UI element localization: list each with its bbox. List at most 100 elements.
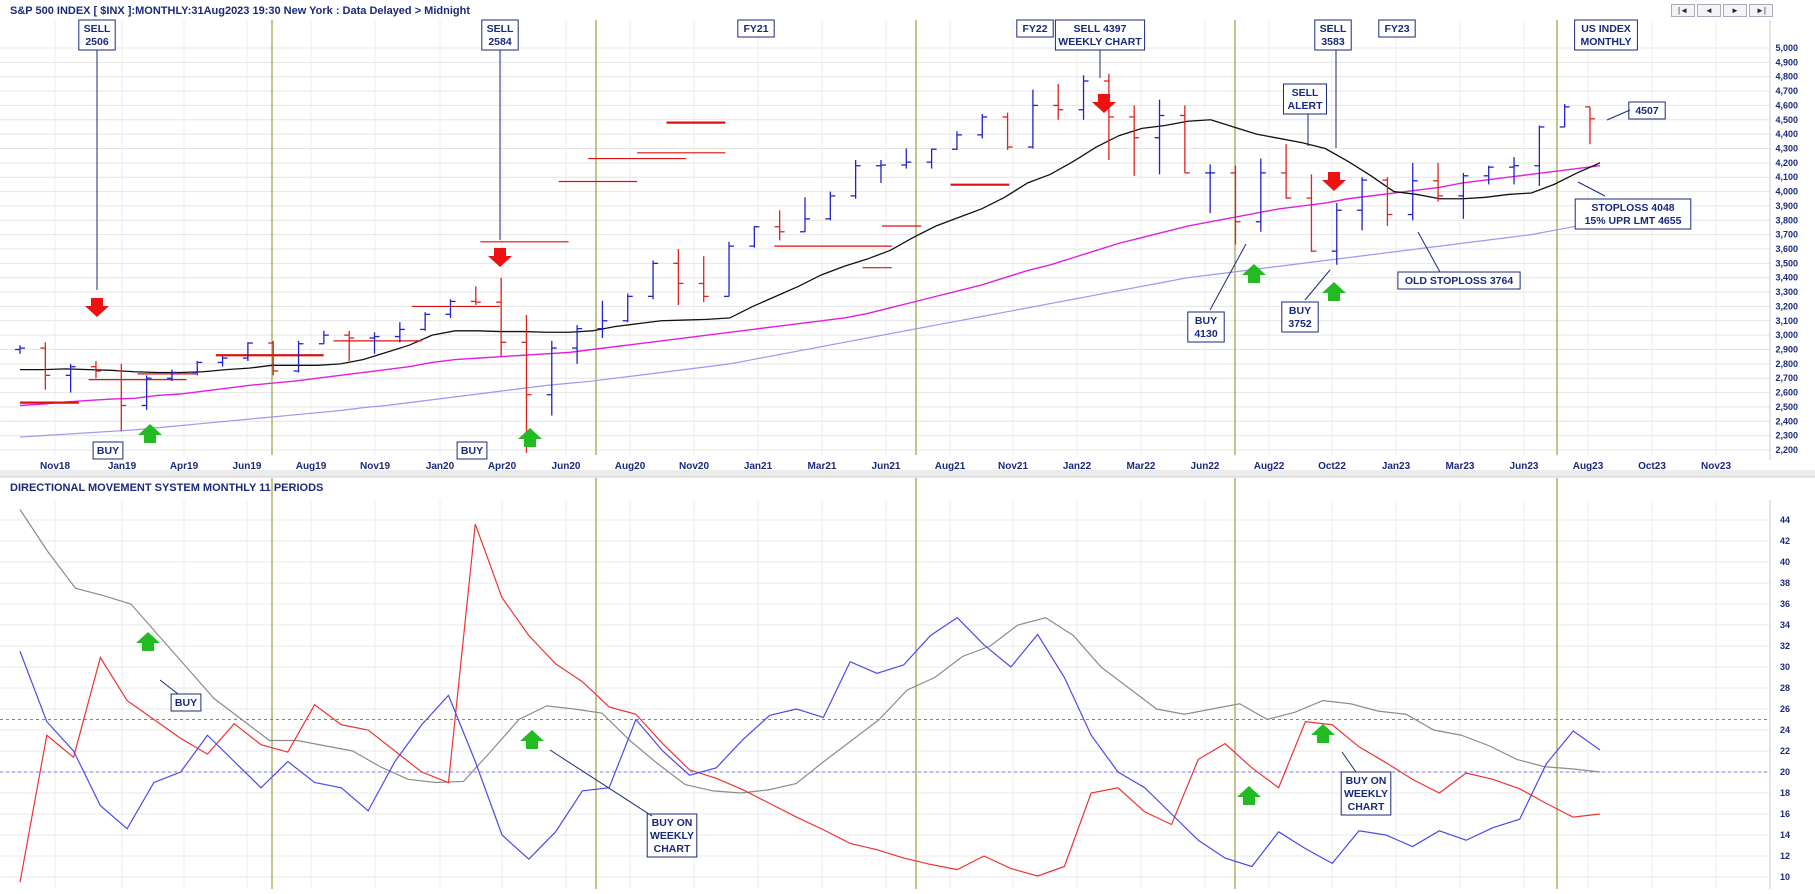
- ohlc-bar: [1585, 106, 1595, 145]
- ohlc-bar: [217, 355, 228, 367]
- ohlc-bar: [369, 332, 380, 354]
- price-tick-label: 4,800: [1775, 72, 1798, 82]
- annotation-text: 2506: [85, 36, 109, 48]
- dmi-tick-label: 44: [1780, 515, 1790, 525]
- price-tick-label: 2,900: [1775, 345, 1798, 355]
- price-tick-label: 3,500: [1775, 258, 1798, 268]
- ohlc-bar: [825, 191, 836, 221]
- annotation-text: BUY: [461, 445, 483, 457]
- ohlc-bar: [1559, 103, 1570, 128]
- price-tick-label: 3,200: [1775, 301, 1798, 311]
- annotation-leader: [1577, 181, 1606, 197]
- ohlc-bar: [800, 197, 810, 233]
- annotation-text: FY23: [1384, 23, 1409, 35]
- time-tick-label: Aug20: [615, 461, 646, 472]
- annotation-box: [1187, 311, 1225, 343]
- annotation-text: MONTHLY: [1581, 36, 1632, 48]
- panel-separator: [0, 470, 1815, 477]
- ohlc-bar: [1357, 177, 1368, 231]
- annotation-box: [456, 441, 488, 460]
- annotation-box: [1281, 301, 1319, 333]
- nav-first-button[interactable]: |◄: [1671, 4, 1695, 17]
- buy-arrow-icon: [518, 428, 542, 447]
- buy-arrow-icon: [1322, 282, 1346, 301]
- annotation-leader: [1304, 269, 1331, 301]
- dmi-tick-label: 40: [1780, 557, 1790, 567]
- time-tick-label: Jan20: [426, 461, 455, 472]
- annotation-box: [170, 693, 202, 712]
- annotation-text: 4507: [1635, 105, 1659, 117]
- price-tick-label: 3,000: [1775, 330, 1798, 340]
- dmi-tick-label: 26: [1780, 704, 1790, 714]
- ohlc-bar: [1255, 158, 1266, 232]
- annotation-text: WEEKLY: [650, 830, 694, 842]
- ohlc-bar: [875, 159, 886, 183]
- nav-next-button[interactable]: ►: [1723, 4, 1747, 17]
- annotation-leader: [549, 749, 653, 817]
- time-tick-label: Jun20: [552, 461, 581, 472]
- annotation-4507: 4507: [1628, 101, 1666, 120]
- price-tick-label: 4,200: [1775, 158, 1798, 168]
- ohlc-bar: [1053, 83, 1064, 120]
- annotation-leader: [159, 679, 179, 695]
- dmi-tick-label: 18: [1780, 788, 1790, 798]
- nav-last-button[interactable]: ►|: [1749, 4, 1773, 17]
- price-tick-label: 4,000: [1775, 187, 1798, 197]
- ohlc-bar: [141, 375, 152, 410]
- annotation-box: [1574, 198, 1692, 230]
- annotation-text: 2584: [488, 36, 512, 48]
- dmi-tick-label: 24: [1780, 725, 1790, 735]
- time-tick-label: Jan22: [1063, 461, 1092, 472]
- ohlc-bar: [318, 330, 329, 345]
- annotation-fy22: FY22: [1016, 19, 1054, 38]
- ohlc-bar: [242, 342, 253, 361]
- ohlc-bar: [1179, 105, 1190, 174]
- time-tick-label: Mar21: [808, 461, 837, 472]
- annotation-leader: [1209, 243, 1247, 311]
- ohlc-bar: [40, 342, 51, 390]
- dmi-tick-label: 16: [1780, 809, 1790, 819]
- time-tick-label: Mar22: [1127, 461, 1156, 472]
- price-tick-label: 2,600: [1775, 388, 1798, 398]
- nav-prev-button[interactable]: ◄: [1697, 4, 1721, 17]
- ohlc-bar: [622, 293, 633, 323]
- ma-short-line: [20, 119, 1601, 374]
- ohlc-bar: [420, 312, 431, 331]
- annotation-buy-low-2: BUY: [456, 441, 488, 460]
- time-tick-label: Nov18: [40, 461, 70, 472]
- ohlc-bar: [1230, 165, 1241, 245]
- ohlc-bar: [293, 340, 304, 373]
- annotation-text: FY21: [743, 23, 768, 35]
- time-tick-label: Jun21: [872, 461, 901, 472]
- ohlc-bar: [65, 363, 76, 393]
- ohlc-bar: [1281, 144, 1292, 199]
- price-panel: [15, 73, 1601, 453]
- ohlc-bar: [394, 322, 405, 343]
- price-tick-label: 2,700: [1775, 373, 1798, 383]
- annotation-text: CHART: [654, 843, 691, 855]
- annotation-box: [1378, 19, 1416, 38]
- ohlc-bar: [546, 340, 557, 416]
- price-tick-label: 3,700: [1775, 230, 1798, 240]
- annotation-old-stoploss: OLD STOPLOSS 3764: [1397, 271, 1521, 290]
- annotation-box: [1054, 19, 1146, 51]
- price-tick-label: 2,300: [1775, 431, 1798, 441]
- annotation-leader: [1417, 231, 1441, 273]
- annotation-box: [646, 813, 698, 858]
- ohlc-bar: [1534, 125, 1545, 186]
- di-plus-line: [19, 616, 1601, 868]
- time-tick-label: Nov20: [679, 461, 709, 472]
- ohlc-bar: [1458, 172, 1469, 219]
- annotation-text: SELL: [487, 23, 514, 35]
- time-tick-label: Jan23: [1382, 461, 1411, 472]
- sell-arrow-icon: [488, 248, 512, 267]
- annotation-text: US INDEX: [1581, 23, 1631, 35]
- ohlc-bar: [1306, 174, 1317, 252]
- time-tick-label: Apr20: [488, 461, 517, 472]
- ohlc-bar: [1205, 164, 1216, 214]
- annotation-fy21: FY21: [737, 19, 775, 38]
